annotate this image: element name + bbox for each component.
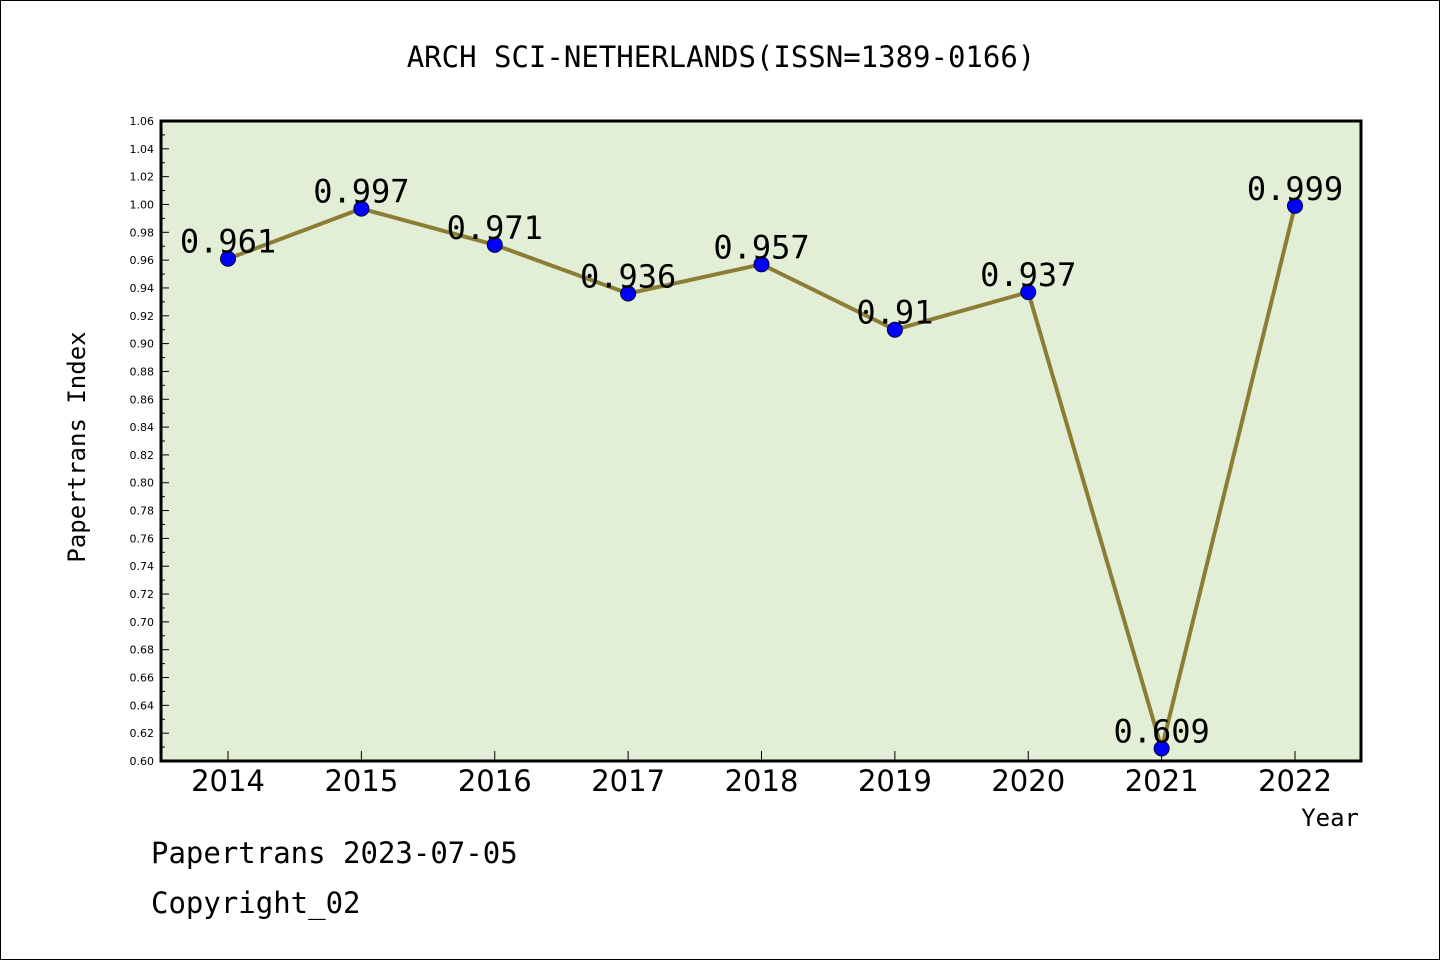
y-tick-label: 0.92 bbox=[130, 310, 155, 323]
x-tick-label: 2018 bbox=[725, 764, 799, 798]
footer-copyright: Copyright_02 bbox=[151, 886, 361, 920]
data-label: 0.91 bbox=[856, 294, 933, 332]
data-point bbox=[353, 200, 370, 217]
data-point bbox=[220, 250, 236, 267]
chart-title: ARCH SCI-NETHERLANDS(ISSN=1389-0166) bbox=[407, 40, 1036, 74]
y-tick-label: 0.74 bbox=[130, 560, 155, 573]
x-tick-label: 2014 bbox=[191, 764, 265, 798]
series bbox=[220, 197, 1303, 757]
x-axis-label: Year bbox=[1301, 804, 1359, 832]
data-labels: 0.961 0.997 0.971 0.936 0.957 0.91 0.937 0.609 0… bbox=[180, 170, 1343, 751]
y-tick-label: 0.88 bbox=[130, 365, 155, 378]
y-tick-label: 0.62 bbox=[130, 727, 155, 740]
y-tick-label: 0.72 bbox=[130, 588, 155, 601]
data-label: 0.997 bbox=[313, 173, 409, 211]
footer-date: Papertrans 2023-07-05 bbox=[151, 836, 518, 870]
y-tick-label: 1.00 bbox=[130, 198, 155, 211]
data-point bbox=[1287, 197, 1303, 214]
y-tick-label: 0.96 bbox=[130, 254, 155, 267]
y-tick-label: 0.84 bbox=[130, 421, 155, 434]
y-tick-label: 1.04 bbox=[130, 143, 155, 156]
y-tick-label: 0.98 bbox=[130, 226, 155, 239]
data-point bbox=[1020, 284, 1037, 301]
y-tick-label: 1.06 bbox=[130, 115, 155, 128]
x-tick-label: 2017 bbox=[591, 764, 665, 798]
y-tick-label: 0.70 bbox=[130, 616, 155, 629]
y-tick-label: 0.86 bbox=[130, 393, 155, 406]
x-axis: 2014 2015 2016 2017 2018 2019 2020 2021 2022 bbox=[191, 751, 1332, 798]
data-label: 0.936 bbox=[580, 258, 676, 296]
data-point bbox=[1153, 740, 1170, 757]
data-label: 0.971 bbox=[447, 209, 543, 247]
y-tick-label: 0.90 bbox=[130, 338, 155, 351]
y-axis-label: Papertrans Index bbox=[63, 331, 91, 562]
y-tick-label: 0.80 bbox=[130, 477, 155, 490]
data-point bbox=[486, 236, 503, 253]
data-label: 0.937 bbox=[980, 256, 1076, 294]
x-tick-label: 2020 bbox=[991, 764, 1065, 798]
data-point bbox=[753, 256, 770, 273]
x-tick-label: 2022 bbox=[1258, 764, 1332, 798]
y-tick-label: 1.02 bbox=[130, 171, 155, 184]
y-tick-label: 0.82 bbox=[130, 449, 155, 462]
x-tick-label: 2016 bbox=[458, 764, 532, 798]
x-tick-label: 2021 bbox=[1125, 764, 1199, 798]
plot-area bbox=[159, 119, 1363, 763]
y-tick-label: 0.76 bbox=[130, 532, 155, 545]
y-tick-label: 0.60 bbox=[130, 755, 155, 768]
y-tick-label: 0.66 bbox=[130, 672, 155, 685]
y-tick-label: 0.94 bbox=[130, 282, 155, 295]
data-point bbox=[620, 285, 637, 302]
x-tick-label: 2015 bbox=[324, 764, 398, 798]
y-axis: 0.60 0.62 0.64 0.66 0.68 0.70 0.72 0.74 0.76 0.78… bbox=[130, 115, 169, 768]
y-tick-label: 0.64 bbox=[130, 699, 155, 712]
data-label: 0.957 bbox=[713, 228, 809, 266]
data-label: 0.609 bbox=[1113, 712, 1209, 750]
data-label: 0.999 bbox=[1247, 170, 1343, 208]
data-label: 0.961 bbox=[180, 223, 276, 261]
data-point bbox=[886, 321, 903, 338]
x-tick-label: 2019 bbox=[858, 764, 932, 798]
y-tick-label: 0.68 bbox=[130, 644, 155, 657]
y-tick-label: 0.78 bbox=[130, 505, 155, 518]
